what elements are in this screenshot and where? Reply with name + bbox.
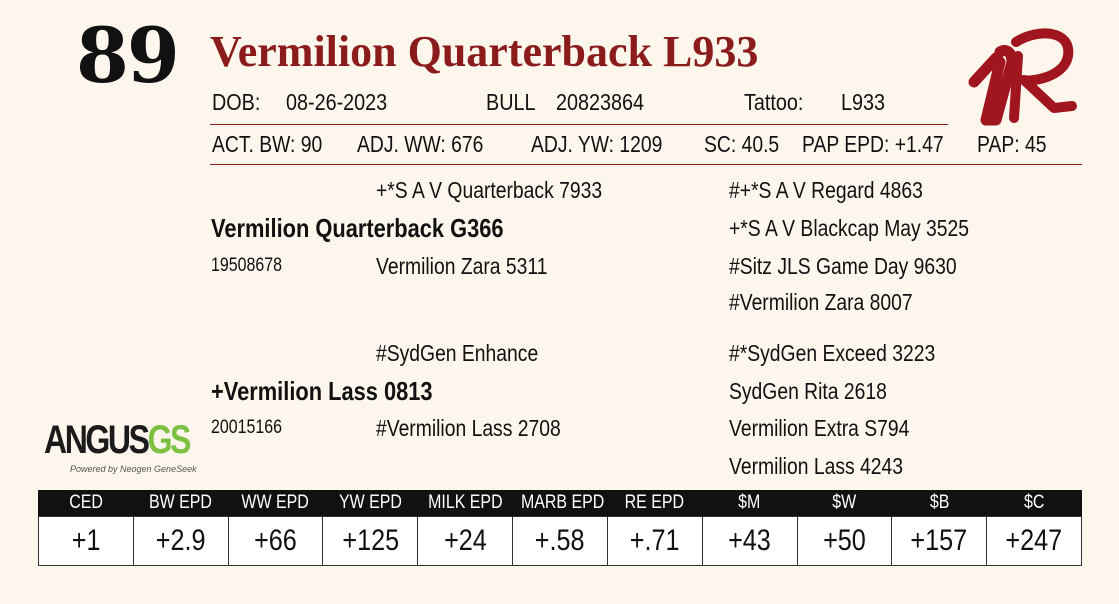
sire-sire-dam: +*S A V Blackcap May 3525 [729,215,970,241]
epd-header-marb: MARB EPD [512,490,608,517]
tattoo-label: Tattoo: [744,89,804,115]
sire-dam-dam: #Vermilion Zara 8007 [729,289,913,315]
epd-header-ww: WW EPD [227,490,323,517]
epd-header-yw: YW EPD [322,490,418,517]
dob-label: DOB: [212,89,261,115]
lot-number: 89 [76,11,180,100]
sire-name: Vermilion Quarterback G366 [211,213,504,243]
epd-value-m: +43 [701,516,798,566]
epd-header-m: $M [701,490,797,517]
epd-value-bw: +2.9 [132,516,229,566]
epd-header-c: $C [986,490,1082,517]
epd-value-w: +50 [796,516,893,566]
vr-brand-logo [968,28,1077,126]
dob-value: 08-26-2023 [286,89,388,115]
angus-logo-word: ANGUS [44,418,150,462]
epd-value-yw: +125 [322,516,419,566]
divider-bottom [210,164,1082,165]
angus-logo-gs: GS [147,418,192,462]
actual-bw: ACT. BW: 90 [212,131,323,157]
epd-value-c: +247 [986,516,1082,566]
registration-number: 20823864 [556,89,645,115]
epd-value-b: +157 [891,516,988,566]
dam-name: +Vermilion Lass 0813 [211,376,433,406]
epd-header-row: CED BW EPD WW EPD YW EPD MILK EPD MARB E… [38,490,1082,517]
pap-epd: PAP EPD: +1.47 [802,131,944,157]
epd-header-b: $B [891,490,987,517]
epd-header-milk: MILK EPD [417,490,513,517]
dam-dam: #Vermilion Lass 2708 [376,415,561,441]
epd-value-milk: +24 [417,516,514,566]
dam-sire-dam: SydGen Rita 2618 [729,378,887,404]
epd-value-ww: +66 [227,516,324,566]
adjusted-ww: ADJ. WW: 676 [357,131,484,157]
epd-header-ced: CED [38,490,134,517]
divider-top [210,124,948,125]
epd-value-row: +1 +2.9 +66 +125 +24 +.58 +.71 +43 +50 +… [38,516,1082,566]
epd-header-w: $W [796,490,892,517]
dam-sire-sire: #*SydGen Exceed 3223 [729,340,936,366]
epd-value-ced: +1 [38,516,134,566]
epd-header-bw: BW EPD [132,490,229,517]
tattoo-value: L933 [841,89,886,115]
scrotal-circumference: SC: 40.5 [704,131,780,157]
dam-dam-dam: Vermilion Lass 4243 [729,453,903,479]
sire-sire: +*S A V Quarterback 7933 [376,177,603,203]
epd-table: CED BW EPD WW EPD YW EPD MILK EPD MARB E… [38,490,1082,566]
animal-name: Vermilion Quarterback L933 [210,27,759,76]
adjusted-yw: ADJ. YW: 1209 [531,131,663,157]
sire-dam: Vermilion Zara 5311 [376,253,548,279]
dam-sire: #SydGen Enhance [376,340,539,366]
sire-sire-sire: #+*S A V Regard 4863 [729,177,923,203]
pap-value: PAP: 45 [977,131,1047,157]
epd-value-re: +.71 [606,516,703,566]
angus-logo-tagline: Powered by Neogen GeneSeek [70,464,197,474]
dam-dam-sire: Vermilion Extra S794 [729,415,910,441]
sire-registration: 19508678 [211,255,283,276]
sire-dam-sire: #Sitz JLS Game Day 9630 [729,253,957,279]
dam-registration: 20015166 [211,417,283,438]
epd-header-re: RE EPD [606,490,703,517]
sex-value: BULL [486,89,536,115]
angus-gs-logo: ANGUSGS Powered by Neogen GeneSeek [44,418,197,480]
epd-value-marb: +.58 [512,516,608,566]
